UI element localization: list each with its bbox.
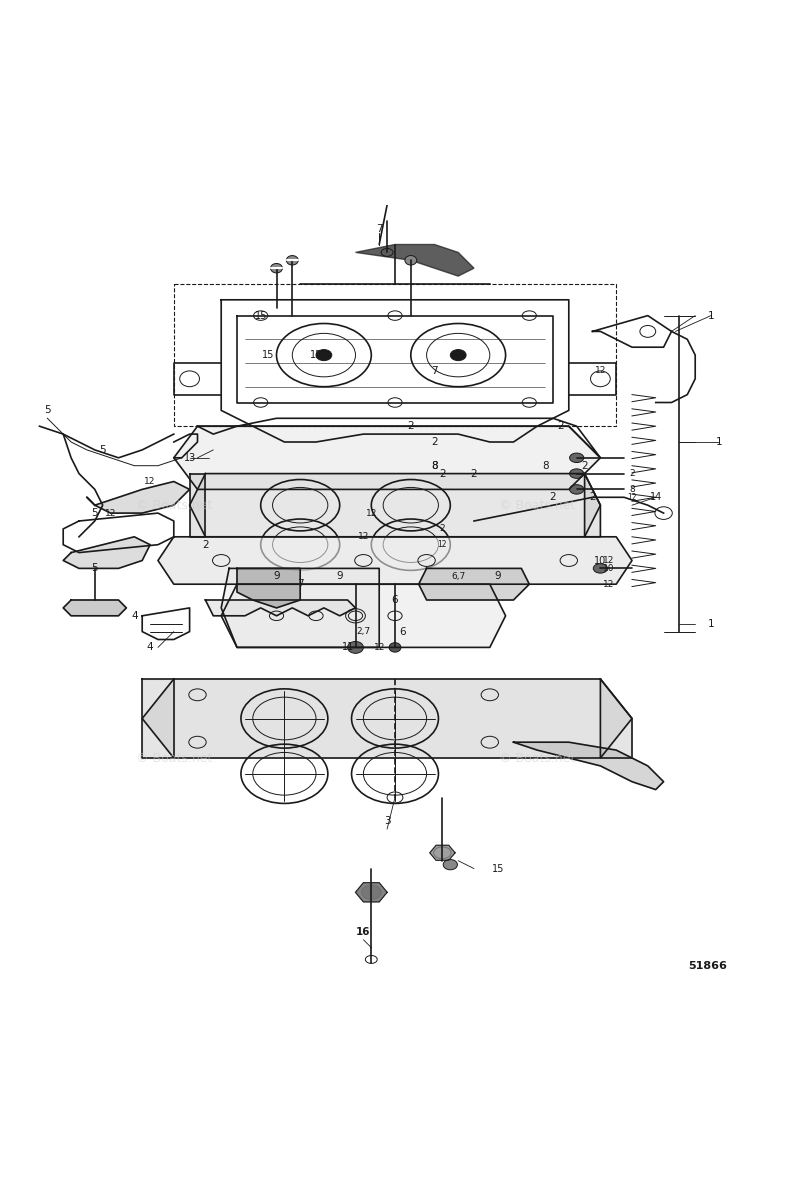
Text: 12: 12: [105, 509, 116, 517]
Polygon shape: [356, 245, 474, 276]
Text: 16: 16: [356, 926, 371, 937]
Text: 13: 13: [183, 452, 196, 463]
Text: 4: 4: [131, 611, 137, 620]
Text: 1: 1: [708, 619, 714, 629]
Text: 1: 1: [708, 311, 714, 320]
Text: 12: 12: [603, 556, 614, 565]
Polygon shape: [63, 536, 150, 569]
Text: 2,7: 2,7: [356, 628, 371, 636]
Text: 7: 7: [431, 366, 438, 376]
Polygon shape: [514, 742, 664, 790]
Polygon shape: [585, 474, 600, 536]
Text: 2: 2: [439, 524, 446, 533]
Text: 2: 2: [558, 421, 564, 431]
Text: 12: 12: [374, 643, 385, 652]
Text: 2: 2: [202, 540, 209, 550]
Text: 51866: 51866: [688, 961, 727, 971]
Text: 12: 12: [366, 509, 377, 517]
Text: 12: 12: [595, 366, 606, 376]
Text: 9: 9: [273, 571, 280, 581]
Text: 10: 10: [594, 556, 607, 565]
Polygon shape: [237, 569, 300, 608]
Text: 15: 15: [310, 350, 322, 360]
Text: 8: 8: [629, 485, 635, 494]
Text: 12: 12: [438, 540, 447, 550]
Text: 12: 12: [627, 493, 637, 502]
Polygon shape: [142, 679, 632, 758]
Polygon shape: [205, 600, 356, 616]
Ellipse shape: [389, 643, 401, 652]
Text: 12: 12: [145, 476, 156, 486]
Text: 2: 2: [471, 468, 477, 479]
Text: 8: 8: [542, 461, 548, 470]
Text: 6: 6: [392, 595, 398, 605]
Polygon shape: [190, 474, 205, 536]
Ellipse shape: [404, 256, 417, 265]
Polygon shape: [600, 679, 632, 758]
Ellipse shape: [593, 564, 608, 574]
Ellipse shape: [570, 485, 584, 494]
Text: 5: 5: [100, 445, 106, 455]
Ellipse shape: [348, 642, 363, 653]
Ellipse shape: [270, 264, 283, 272]
Text: © Boats.net: © Boats.net: [136, 499, 212, 511]
Text: 5: 5: [92, 508, 98, 518]
Text: 2: 2: [581, 461, 588, 470]
Polygon shape: [190, 474, 600, 536]
Text: 1: 1: [716, 437, 722, 448]
Text: 7: 7: [297, 580, 303, 589]
Polygon shape: [430, 845, 455, 860]
Ellipse shape: [450, 349, 466, 361]
Text: 2: 2: [629, 469, 635, 478]
Polygon shape: [87, 481, 190, 514]
Text: 5: 5: [92, 564, 98, 574]
Text: 12: 12: [358, 533, 369, 541]
Text: 15: 15: [491, 864, 504, 874]
Ellipse shape: [570, 454, 584, 462]
Text: 4: 4: [147, 642, 153, 653]
Text: © Boats.net: © Boats.net: [499, 499, 575, 511]
Text: 7: 7: [376, 223, 382, 234]
Ellipse shape: [316, 349, 332, 361]
Text: 5: 5: [44, 406, 51, 415]
Polygon shape: [142, 679, 174, 758]
Polygon shape: [419, 569, 529, 600]
Text: 15: 15: [262, 350, 275, 360]
Polygon shape: [63, 600, 126, 616]
Text: 2: 2: [439, 468, 446, 479]
Polygon shape: [221, 569, 379, 648]
Polygon shape: [356, 883, 387, 902]
Polygon shape: [174, 426, 600, 490]
Ellipse shape: [361, 886, 381, 900]
Text: 15: 15: [254, 311, 267, 320]
Text: 2: 2: [550, 492, 556, 503]
Text: 11: 11: [341, 642, 354, 653]
Text: 9: 9: [495, 571, 501, 581]
Text: 9: 9: [337, 571, 343, 581]
Polygon shape: [221, 584, 506, 648]
Ellipse shape: [286, 256, 299, 265]
Text: 14: 14: [649, 492, 662, 503]
Text: 8: 8: [431, 461, 438, 470]
Text: 2: 2: [431, 437, 438, 448]
Text: 2: 2: [589, 492, 596, 503]
Text: 3: 3: [384, 816, 390, 826]
Text: 10: 10: [603, 564, 614, 572]
Text: © Boats.net: © Boats.net: [136, 751, 212, 764]
Text: 6,7: 6,7: [451, 571, 465, 581]
Ellipse shape: [443, 859, 457, 870]
Text: 12: 12: [603, 580, 614, 589]
Ellipse shape: [570, 469, 584, 479]
Text: 6: 6: [400, 626, 406, 636]
Text: © Boats.net: © Boats.net: [499, 751, 575, 764]
Text: 8: 8: [431, 461, 438, 470]
Polygon shape: [158, 536, 632, 584]
Text: 2: 2: [408, 421, 414, 431]
